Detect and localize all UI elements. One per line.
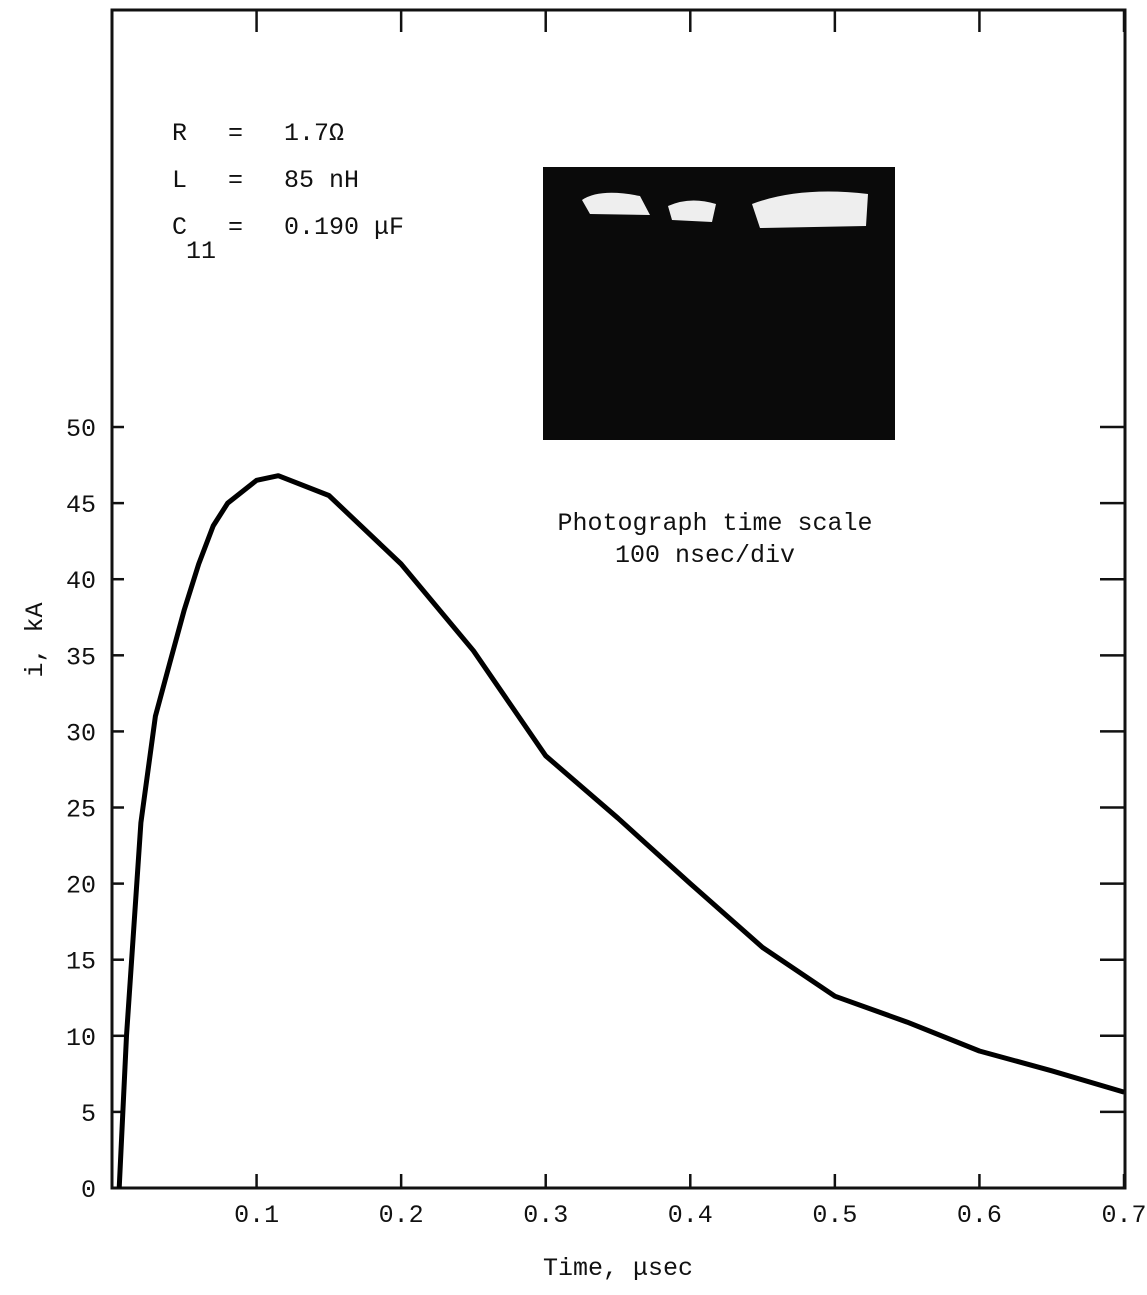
y-tick-label: 0 [81,1176,96,1205]
plot-frame [110,8,1127,1190]
y-tick-label: 10 [66,1024,96,1053]
param-eq: = [228,166,243,195]
x-axis-label: Time, μsec [543,1254,693,1283]
y-tick-label: 15 [66,948,96,977]
x-tick-label: 0.6 [957,1201,1002,1230]
param-name: R [172,119,187,148]
y-axis-label: i, kA [21,602,50,677]
x-tick-label: 0.5 [812,1201,857,1230]
param-value: 0.190 μF [284,213,404,242]
x-tick-label: 0.2 [379,1201,424,1230]
param-eq: = [228,119,243,148]
current-curve [116,473,1125,1189]
y-tick-label: 30 [66,719,96,748]
y-tick-label: 40 [66,567,96,596]
y-tick-label: 35 [66,643,96,672]
x-tick-label: 0.3 [523,1201,568,1230]
param-value: 1.7Ω [284,119,344,148]
y-tick-label: 45 [66,491,96,520]
param-eq: = [228,213,243,242]
photo-caption: Photograph time scale [557,509,872,538]
y-tick-label: 25 [66,796,96,825]
y-tick-label: 50 [66,415,96,444]
param-name: C [172,213,187,242]
y-tick-label: 20 [66,872,96,901]
param-value: 85 nH [284,166,359,195]
x-tick-label: 0.1 [234,1201,279,1230]
x-tick-label: 0.4 [668,1201,713,1230]
x-tick-label: 0.7 [1101,1201,1146,1230]
photo-caption: 100 nsec/div [615,541,795,570]
y-tick-label: 5 [81,1100,96,1129]
param-name: L [172,166,187,195]
photo-trace [582,191,868,228]
param-subscript: 11 [186,237,216,266]
